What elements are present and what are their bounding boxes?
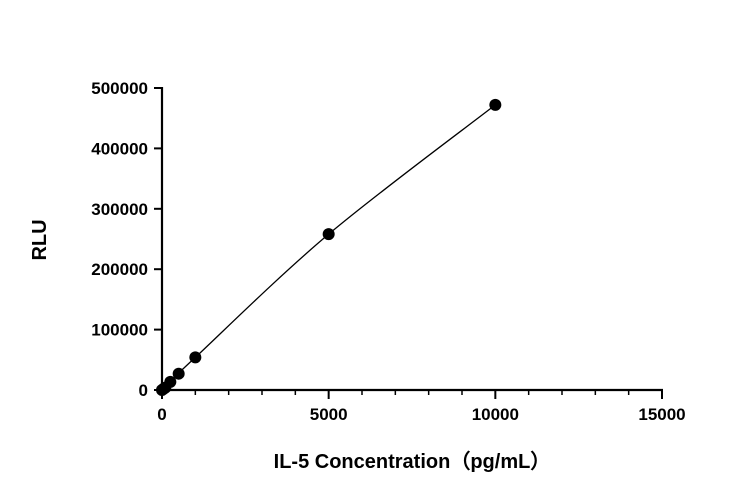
series bbox=[156, 98, 502, 396]
y-tick-label: 0 bbox=[139, 381, 148, 400]
data-point bbox=[189, 351, 202, 364]
fit-curve bbox=[161, 104, 496, 391]
x-tick-label: 5000 bbox=[310, 405, 348, 424]
y-tick-label: 300000 bbox=[91, 200, 148, 219]
y-axis-title: RLU bbox=[29, 219, 51, 260]
data-point bbox=[164, 375, 177, 388]
x-axis-title: IL-5 Concentration（pg/mL） bbox=[274, 450, 551, 473]
data-point bbox=[172, 367, 185, 380]
x-tick-label: 15000 bbox=[638, 405, 685, 424]
y-tick-label: 200000 bbox=[91, 260, 148, 279]
y-tick-label: 500000 bbox=[91, 79, 148, 98]
x-tick-label: 0 bbox=[157, 405, 166, 424]
y-tick-label: 400000 bbox=[91, 139, 148, 158]
x-tick-label: 10000 bbox=[472, 405, 519, 424]
data-point bbox=[322, 228, 335, 241]
x-axis: 0 5000 10000 15000 bbox=[157, 388, 686, 424]
y-tick-label: 100000 bbox=[91, 321, 148, 340]
data-point bbox=[489, 98, 502, 111]
y-axis: 0 100000 200000 300000 400000 500000 bbox=[91, 79, 164, 400]
